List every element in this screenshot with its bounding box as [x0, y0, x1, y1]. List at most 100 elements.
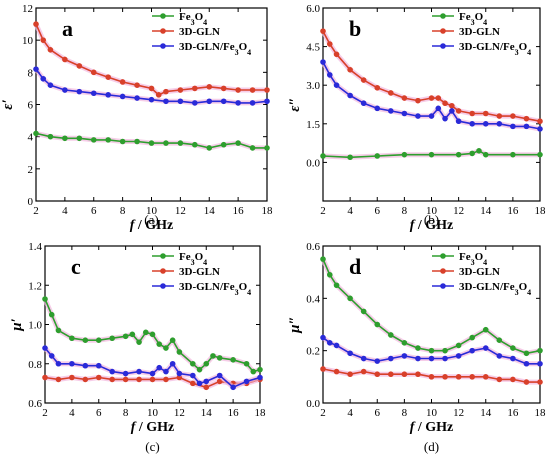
x-tick-label: 2 [33, 205, 39, 217]
y-tick-label: 12 [22, 3, 33, 15]
legend-label-fe3o4: Fe3O4 [179, 251, 207, 267]
data-point-glnfe [469, 347, 475, 354]
panel-b: 2 4 6 8 10 12 14 16 18 0.0 1.5 3.0 4.5 6.0 b ε″ f / GHz(… [287, 3, 546, 233]
x-axis-label: f / GHz [131, 420, 175, 435]
data-point-glnfe [220, 98, 227, 105]
data-point-fe3o4 [169, 337, 176, 344]
data-point-gln [163, 376, 169, 383]
legend-label-part: Fe [459, 251, 471, 263]
data-point-fe3o4 [163, 140, 169, 146]
data-point-glnfe [42, 345, 48, 351]
legend-label-part: 4 [203, 258, 207, 267]
legend-label-glnfe: 3D-GLN/Fe3O4 [179, 281, 251, 297]
data-point-glnfe [203, 378, 210, 385]
legend-label-part: 3D-GLN/Fe [179, 281, 235, 293]
data-point-gln [192, 85, 198, 92]
data-point-gln [496, 113, 503, 119]
data-point-glnfe [428, 355, 435, 362]
data-point-fe3o4 [148, 140, 155, 146]
legend-label-part: 3D-GLN [459, 266, 500, 278]
y-tick-label: 0.8 [28, 359, 42, 371]
x-tick-label: 16 [507, 205, 519, 217]
legend-label-gln: 3D-GLN [179, 26, 220, 38]
data-point-gln [455, 374, 462, 380]
data-point-fe3o4 [129, 331, 136, 338]
data-point-glnfe [537, 360, 543, 367]
y-axis-label: μ″ [287, 316, 303, 334]
x-tick-label: 12 [174, 407, 185, 419]
panel-label: a [62, 16, 73, 41]
data-point-gln [203, 384, 210, 391]
legend-marker-glnfe [160, 43, 166, 49]
data-point-fe3o4 [33, 130, 39, 137]
data-point-fe3o4 [401, 151, 408, 158]
data-point-fe3o4 [469, 150, 475, 157]
legend-label-part: 3D-GLN [459, 26, 500, 38]
data-point-gln [163, 88, 169, 95]
x-tick-label: 14 [204, 205, 216, 217]
y-tick-label: 0.6 [28, 398, 42, 410]
x-tick-label: 10 [147, 407, 159, 419]
data-point-glnfe [320, 59, 326, 65]
data-point-gln [510, 113, 516, 119]
y-tick-label: 0 [28, 196, 34, 208]
y-axis-label: μ′ [9, 318, 25, 332]
x-tick-label: 6 [375, 407, 381, 419]
data-point-fe3o4 [374, 321, 381, 328]
data-point-glnfe [469, 121, 475, 127]
data-point-gln [455, 108, 462, 114]
data-point-gln [374, 371, 381, 378]
x-tick-label: 8 [402, 407, 408, 419]
data-point-glnfe [435, 105, 442, 112]
data-point-gln [320, 366, 326, 372]
data-point-glnfe [320, 334, 326, 341]
y-tick-label: 0.2 [306, 346, 320, 358]
data-point-glnfe [48, 353, 55, 359]
data-point-glnfe [105, 92, 111, 98]
data-point-gln [55, 376, 62, 383]
data-point-fe3o4 [347, 154, 353, 161]
x-tick-label: 6 [375, 205, 381, 217]
x-axis-label-unit: / GHz [134, 218, 173, 233]
data-point-glnfe [206, 98, 213, 105]
legend-marker-gln [440, 28, 446, 34]
data-point-fe3o4 [264, 145, 270, 151]
legend-label-part: 3D-GLN/Fe [459, 281, 515, 293]
x-tick-label: 4 [69, 407, 75, 419]
y-tick-label: 1.0 [28, 320, 42, 332]
data-point-fe3o4 [206, 145, 213, 151]
data-point-glnfe [388, 108, 394, 114]
data-point-gln [523, 115, 530, 122]
data-point-gln [76, 63, 83, 69]
data-point-glnfe [482, 345, 489, 351]
data-point-glnfe [455, 353, 462, 359]
x-tick-label: 8 [402, 205, 408, 217]
data-point-gln [326, 41, 333, 47]
data-point-fe3o4 [455, 151, 462, 158]
x-tick-label: 18 [262, 205, 274, 217]
y-tick-label: 1.2 [28, 280, 42, 292]
data-point-glnfe [374, 105, 381, 112]
data-point-fe3o4 [510, 151, 516, 158]
data-point-glnfe [176, 370, 183, 377]
legend-label-glnfe: 3D-GLN/Fe3O4 [179, 41, 251, 57]
data-point-glnfe [482, 121, 489, 127]
data-point-glnfe [156, 364, 163, 371]
legend-label-fe3o4: Fe3O4 [179, 11, 207, 27]
data-point-fe3o4 [374, 153, 381, 159]
legend-label-part: 4 [247, 48, 251, 57]
data-point-glnfe [243, 378, 250, 385]
legend-label-part: 4 [247, 288, 251, 297]
data-point-glnfe [333, 342, 340, 349]
data-point-glnfe [257, 374, 263, 381]
legend-label-part: 3 [515, 48, 519, 57]
legend-marker-glnfe [440, 283, 446, 289]
data-point-fe3o4 [177, 140, 184, 146]
data-point-gln [401, 95, 408, 101]
data-point-gln [360, 77, 367, 83]
legend-label-part: 4 [527, 288, 531, 297]
x-tick-label: 18 [535, 205, 547, 217]
x-tick-label: 6 [96, 407, 102, 419]
data-point-glnfe [192, 100, 198, 106]
